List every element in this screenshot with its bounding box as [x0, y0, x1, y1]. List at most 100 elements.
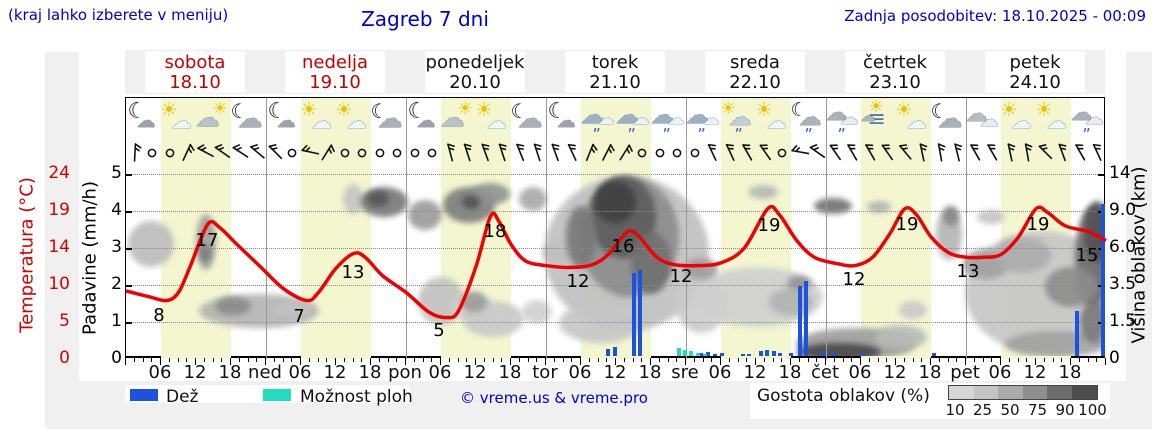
- icon-glyph: ☾: [790, 99, 808, 121]
- time-label[interactable]: 18: [778, 362, 802, 383]
- time-label[interactable]: 06: [568, 362, 592, 383]
- day-date: 18.10: [169, 72, 221, 93]
- time-tick: [422, 358, 424, 362]
- time-tick: [212, 358, 214, 362]
- wind-barb-icon: [481, 143, 490, 162]
- temp-tick-label: 10: [48, 274, 70, 294]
- time-label[interactable]: 18: [218, 362, 242, 383]
- icon-glyph: ☀: [1035, 99, 1053, 121]
- cloud-blob: [875, 325, 927, 349]
- time-label[interactable]: pet: [950, 362, 980, 383]
- icon-glyph: ☁: [416, 110, 436, 132]
- time-label[interactable]: 06: [148, 362, 172, 383]
- wind-barb-icon: [864, 144, 876, 161]
- height-tick-label: 3.5: [1109, 274, 1137, 294]
- time-tick: [291, 358, 293, 362]
- time-label[interactable]: 06: [988, 362, 1012, 383]
- day-separator: [686, 98, 687, 359]
- icon-glyph: ☁: [517, 104, 543, 133]
- time-label[interactable]: 12: [323, 362, 347, 383]
- time-label[interactable]: 12: [463, 362, 487, 383]
- time-label[interactable]: ned: [248, 362, 282, 383]
- time-tick: [378, 358, 380, 362]
- time-tick: [440, 358, 441, 365]
- temperature-label: 17: [195, 230, 219, 251]
- day-header-box: [985, 51, 1085, 93]
- time-label[interactable]: 18: [498, 362, 522, 383]
- icon-glyph: ☁: [580, 101, 605, 129]
- time-tick: [1017, 358, 1019, 362]
- rain-bar: [747, 354, 751, 356]
- cloud-blob: [797, 343, 881, 356]
- time-tick: [746, 358, 748, 362]
- cloud-scale-seg: [998, 386, 1024, 399]
- time-tick: [623, 358, 625, 362]
- time-label[interactable]: 06: [428, 362, 452, 383]
- time-label[interactable]: 18: [1058, 362, 1082, 383]
- time-label[interactable]: 12: [1023, 362, 1047, 383]
- time-tick: [737, 358, 739, 362]
- wind-barb-icon: [1074, 144, 1086, 161]
- wind-barb-icon: [533, 143, 542, 162]
- wind-barb-icon: [182, 143, 195, 161]
- axis-tick: [126, 174, 132, 176]
- time-tick: [361, 358, 363, 362]
- weather-icon-sc: ☀ ☁: [161, 101, 197, 137]
- icon-glyph: ☁: [906, 109, 927, 133]
- wind-barb-icon: [1007, 143, 1015, 162]
- time-label[interactable]: 12: [603, 362, 627, 383]
- time-label[interactable]: 18: [918, 362, 942, 383]
- wind-barb-icon: [969, 144, 981, 161]
- temp-tick-label: 0: [59, 348, 70, 368]
- day-header-box: [565, 51, 665, 93]
- wind-barb-icon: [791, 145, 809, 155]
- wind-barb-icon: [463, 143, 472, 162]
- weather-icon-cr: ☁ ☁ „: [581, 101, 617, 137]
- wind-barb-icon: [446, 143, 455, 162]
- temperature-label: 19: [757, 215, 781, 236]
- time-label[interactable]: 06: [288, 362, 312, 383]
- icon-glyph: ☁: [276, 110, 296, 132]
- icon-glyph: ☾: [230, 99, 249, 123]
- time-tick: [492, 358, 494, 362]
- icon-glyph: ☁: [650, 101, 675, 129]
- time-label[interactable]: tor: [532, 362, 558, 383]
- weather-icon-mc: ☾ ☁: [546, 101, 582, 137]
- time-tick: [973, 358, 975, 362]
- gridline: [126, 322, 1104, 323]
- time-label[interactable]: 12: [883, 362, 907, 383]
- icon-glyph: ☁: [632, 109, 650, 129]
- time-tick: [545, 358, 546, 365]
- time-label[interactable]: 18: [358, 362, 382, 383]
- temperature-label: 7: [293, 306, 305, 327]
- time-label[interactable]: 12: [183, 362, 207, 383]
- day-name: sreda: [730, 52, 780, 73]
- wind-barb-icon: [829, 144, 841, 161]
- time-tick: [606, 358, 608, 362]
- time-label[interactable]: pon: [388, 362, 422, 383]
- time-tick: [580, 358, 581, 365]
- time-label[interactable]: 06: [848, 362, 872, 383]
- time-tick: [396, 358, 398, 362]
- wind-barb-icon: [214, 144, 231, 158]
- time-tick: [230, 358, 231, 365]
- icon-glyph: ☾: [370, 99, 389, 123]
- location-hint[interactable]: (kraj lahko izberete v meniju): [8, 6, 229, 24]
- axis-tick: [126, 322, 132, 324]
- time-label[interactable]: čet: [810, 362, 840, 383]
- time-tick: [448, 358, 450, 362]
- day-separator: [406, 98, 407, 359]
- time-label[interactable]: 06: [708, 362, 732, 383]
- precip-tick-label: 5: [111, 163, 122, 183]
- shower-bar: [703, 354, 708, 356]
- copyright-link[interactable]: © vreme.us & vreme.pro: [460, 389, 648, 407]
- time-label[interactable]: sre: [671, 362, 699, 383]
- time-label[interactable]: 12: [743, 362, 767, 383]
- time-label[interactable]: 18: [638, 362, 662, 383]
- day-header-box: [145, 51, 245, 93]
- temperature-label: 12: [566, 271, 590, 292]
- time-tick: [956, 358, 958, 362]
- time-tick: [763, 358, 765, 362]
- weather-icon-sc: ☀ ☁: [336, 101, 372, 137]
